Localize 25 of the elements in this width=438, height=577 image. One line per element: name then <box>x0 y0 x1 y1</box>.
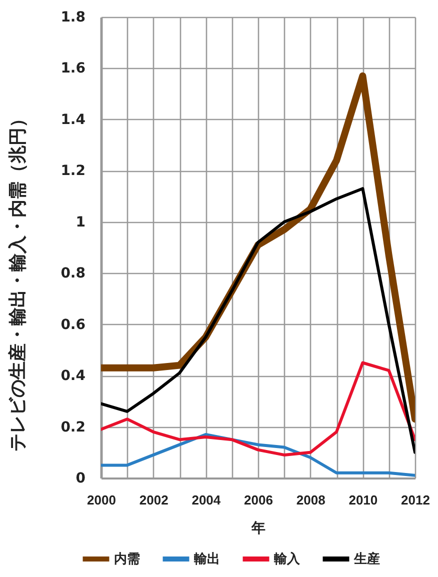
legend-label: 内需 <box>114 552 140 567</box>
y-tick-label: 0 <box>76 470 86 486</box>
y-axis-title: テレビの生産・輸出・輸入・内需（兆円） <box>8 110 28 452</box>
x-tick-label: 2000 <box>87 492 116 508</box>
x-tick-label: 2002 <box>139 492 168 508</box>
x-tick-label: 2004 <box>192 492 222 508</box>
line-series <box>101 361 415 456</box>
line-series <box>101 187 415 454</box>
x-tick-label: 2010 <box>348 492 378 508</box>
y-tick-label: 1.8 <box>60 10 86 26</box>
legend-label: 輸入 <box>273 551 301 567</box>
x-tick-label: 2008 <box>296 492 326 508</box>
y-tick-label: 1.6 <box>60 60 86 77</box>
x-tick-label: 2006 <box>244 492 273 508</box>
y-tick-label: 1.2 <box>60 163 86 180</box>
y-tick-label: 0.6 <box>60 316 86 333</box>
y-tick-label: 1.4 <box>60 112 86 128</box>
x-tick-label: 2012 <box>401 492 430 508</box>
legend-label: 輸出 <box>193 552 220 567</box>
y-tick-label: 0.2 <box>60 419 86 436</box>
x-axis-title: 年 <box>250 520 266 536</box>
y-tick-label: 0.4 <box>60 368 86 384</box>
y-tick-label: 1 <box>76 214 86 230</box>
legend-label: 生産 <box>353 551 380 567</box>
y-tick-label: 0.8 <box>60 266 86 282</box>
